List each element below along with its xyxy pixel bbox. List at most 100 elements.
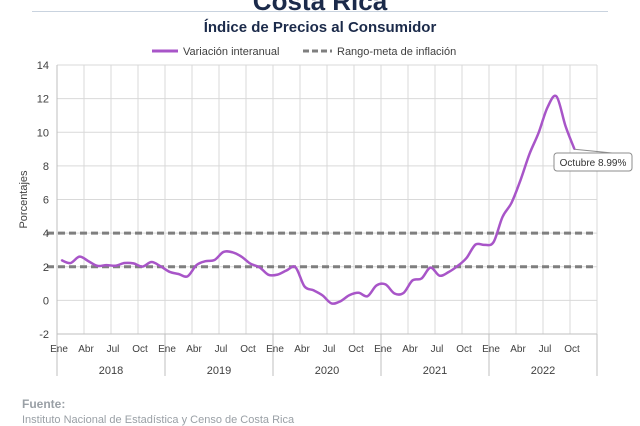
data-point: [474, 243, 477, 246]
data-point: [357, 292, 360, 294]
y-tick-label: -2: [39, 329, 49, 341]
data-point: [393, 292, 396, 295]
x-tick-label: Abr: [186, 344, 202, 355]
x-tick-label: Jul: [323, 344, 336, 355]
year-label: 2019: [207, 365, 231, 377]
data-point: [294, 266, 297, 269]
x-tick-label: Oct: [456, 344, 472, 355]
y-tick-label: 14: [37, 60, 49, 72]
data-point: [249, 262, 252, 265]
annotation-label: Octubre 8.99%: [560, 158, 627, 169]
x-tick-label: Abr: [402, 344, 418, 355]
data-point: [213, 259, 216, 261]
data-point: [492, 241, 495, 244]
data-point: [87, 260, 90, 263]
axes-layer: [56, 65, 598, 376]
annotation-leader: [574, 148, 613, 154]
data-point: [456, 265, 459, 267]
data-point: [123, 262, 126, 264]
main-title: Costa Rica: [252, 0, 388, 16]
year-label: 2020: [315, 365, 339, 377]
year-label: 2022: [531, 365, 555, 377]
data-point: [438, 274, 441, 277]
data-point: [501, 216, 504, 218]
data-point: [564, 125, 567, 127]
data-point: [132, 262, 135, 265]
data-point: [555, 95, 558, 98]
data-point: [420, 277, 423, 280]
data-point: [60, 259, 63, 261]
x-tick-label: Abr: [78, 344, 94, 355]
data-point: [519, 179, 522, 181]
x-tick-label: Abr: [510, 344, 526, 355]
data-point: [465, 257, 468, 259]
source-label: Fuente:: [22, 397, 66, 411]
data-point: [546, 106, 549, 109]
data-point: [231, 251, 234, 254]
data-point: [375, 284, 378, 287]
y-tick-label: 6: [43, 195, 49, 207]
data-point: [195, 264, 198, 266]
data-point: [96, 265, 99, 267]
data-point: [285, 269, 288, 272]
x-tick-label: Oct: [240, 344, 256, 355]
data-point: [483, 244, 486, 246]
y-tick-label: 8: [43, 161, 49, 173]
x-tick-label: Oct: [348, 344, 364, 355]
data-point: [276, 273, 279, 276]
y-tick-label: 0: [43, 295, 49, 307]
labels-layer: -2 0 2 4 6 8 10 12 14 Ene Abr Jul Oct Ene Abr Jul Oct Ene…: [18, 60, 580, 377]
data-point: [78, 255, 81, 258]
x-tick-label: Jul: [539, 344, 552, 355]
series-layer: [60, 94, 576, 305]
data-point: [366, 295, 369, 297]
year-label: 2018: [99, 365, 123, 377]
chart-subtitle: Índice de Precios al Consumidor: [203, 19, 437, 36]
series-line-variacion: [61, 94, 576, 305]
y-tick-label: 2: [43, 262, 49, 274]
data-point: [177, 273, 180, 275]
x-tick-label: Ene: [50, 344, 68, 355]
x-tick-label: Ene: [266, 344, 284, 355]
data-point: [402, 292, 405, 294]
title-divider: [32, 11, 608, 12]
legend: Variación interanual Rango-meta de inflac…: [152, 46, 456, 58]
x-tick-label: Oct: [564, 344, 580, 355]
data-point: [168, 270, 171, 273]
grid-layer: [56, 64, 598, 334]
source-text: Instituto Nacional de Estadística y Cens…: [22, 414, 295, 426]
data-point: [447, 271, 450, 273]
y-tick-label: 10: [37, 127, 49, 139]
x-tick-label: Jul: [107, 344, 120, 355]
data-point: [321, 294, 324, 297]
x-tick-label: Oct: [132, 344, 148, 355]
data-point: [330, 302, 333, 305]
data-point: [348, 294, 351, 296]
annotation-layer: Octubre 8.99%: [553, 148, 633, 172]
y-tick-label: 4: [43, 228, 49, 240]
data-point: [384, 283, 387, 286]
legend-label-variacion: Variación interanual: [183, 46, 279, 58]
data-point: [204, 260, 207, 263]
data-point: [114, 264, 117, 267]
data-point: [222, 251, 225, 253]
x-tick-label: Ene: [482, 344, 500, 355]
data-point: [105, 264, 108, 266]
y-tick-label: 12: [37, 94, 49, 106]
legend-label-rango: Rango-meta de inflación: [337, 46, 456, 58]
y-axis-title: Porcentajes: [18, 170, 30, 229]
data-point: [528, 153, 531, 155]
data-point: [510, 202, 513, 204]
data-point: [537, 132, 540, 134]
annotation-box: [553, 152, 633, 172]
data-point: [312, 289, 315, 292]
data-point: [141, 265, 144, 268]
data-point: [150, 261, 153, 263]
data-point: [159, 265, 162, 268]
data-point: [411, 279, 414, 282]
data-point: [267, 274, 270, 276]
year-label: 2021: [423, 365, 447, 377]
data-point: [303, 285, 306, 288]
data-point: [339, 300, 342, 303]
